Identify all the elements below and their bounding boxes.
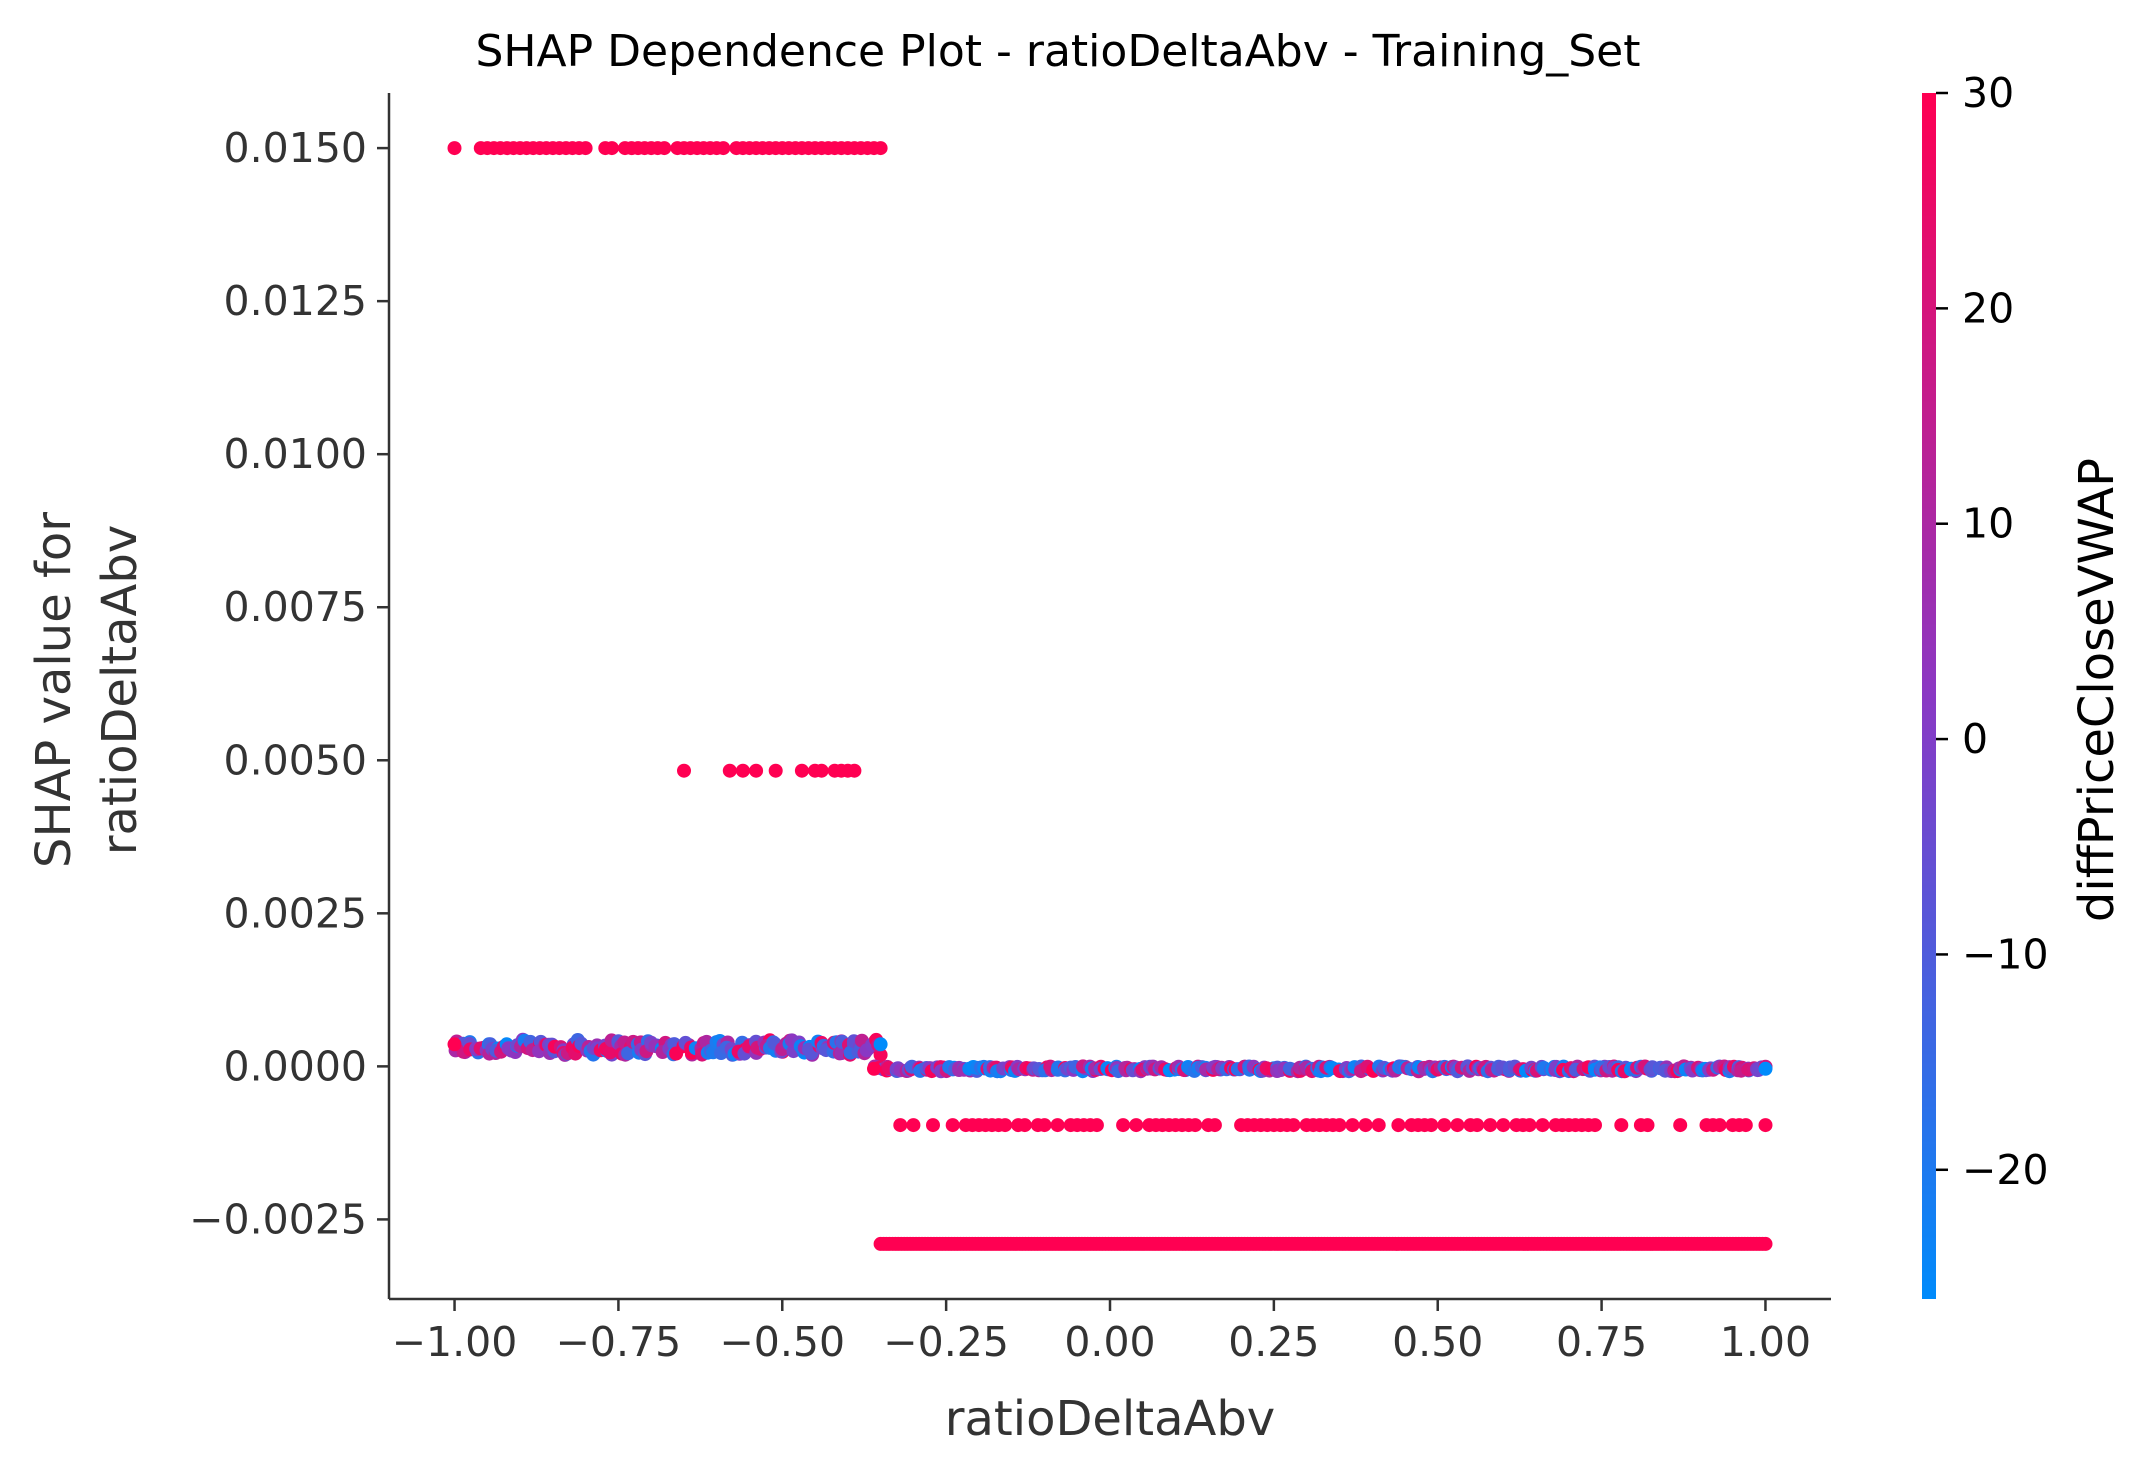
data-point [447,1037,462,1052]
y-axis-title-line-1: SHAP value for [26,512,82,868]
x-tick-label: 1.00 [1720,1318,1811,1366]
data-point [1207,1118,1222,1133]
data-point [1758,1061,1773,1076]
x-tick-label: 0.75 [1556,1318,1647,1366]
data-point [1738,1118,1753,1133]
data-point [867,1061,881,1076]
data-point [1450,1118,1465,1133]
colorbar [1922,93,1936,1299]
data-point [1116,1118,1131,1133]
y-tick-label: −0.0025 [189,1195,367,1243]
data-point [657,141,672,156]
data-point [1470,1118,1485,1133]
x-axis-ticks: −1.00 −0.75 −0.50 −0.25 0.00 0.25 0.50 0.75 1.00 [392,1299,1811,1366]
data-point [1332,1118,1347,1133]
data-point [578,141,593,156]
colorbar-tick-label: −20 [1962,1146,2049,1194]
data-point [1758,1118,1773,1133]
data-point [893,1118,908,1133]
data-point [1588,1118,1602,1133]
data-point [1712,1118,1727,1133]
y-tick-label: 0.0075 [224,583,367,631]
colorbar-tick-label: 0 [1962,715,1988,763]
data-point [1037,1118,1052,1133]
data-point [1535,1118,1550,1133]
colorbar-tick-label: 30 [1962,69,2014,117]
data-point [1371,1118,1386,1133]
y-axis-title-line-2: ratioDeltaAbv [92,525,148,855]
x-axis-title: ratioDeltaAbv [945,1391,1275,1447]
data-point [1758,1236,1773,1251]
data-point [1496,1118,1511,1133]
y-tick-label: 0.0125 [224,277,367,325]
data-point [1483,1118,1498,1133]
colorbar-ticks: −20 −10 0 10 20 30 [1936,69,2049,1194]
y-tick-label: 0.0100 [224,430,367,478]
colorbar-tick-label: 10 [1962,500,2014,548]
y-tick-label: 0.0150 [224,124,367,172]
data-point [814,763,829,778]
chart-title: SHAP Dependence Plot - ratioDeltaAbv - T… [475,26,1640,77]
data-point [873,1037,888,1052]
data-point [1129,1118,1144,1133]
data-point [945,1118,960,1133]
data-point [847,763,862,778]
scatter-points [447,141,1773,1251]
x-tick-label: 0.25 [1228,1318,1319,1366]
y-tick-label: 0.0000 [224,1042,367,1090]
data-point [1437,1118,1452,1133]
colorbar-tick-label: −10 [1962,930,2049,978]
y-tick-label: 0.0050 [224,736,367,784]
x-tick-label: −0.50 [719,1318,845,1366]
data-point [768,763,783,778]
data-point [1188,1118,1203,1133]
data-point [1089,1118,1104,1133]
data-point [749,763,764,778]
x-tick-label: −0.25 [883,1318,1009,1366]
data-point [1522,1118,1537,1133]
x-tick-label: 0.50 [1392,1318,1483,1366]
data-point [447,141,462,156]
x-tick-label: 0.00 [1064,1318,1155,1366]
data-point [873,141,888,156]
data-point [926,1118,940,1133]
colorbar-tick-label: 20 [1962,284,2014,332]
data-point [677,763,691,778]
data-point [716,141,731,156]
data-point [1345,1118,1360,1133]
colorbar-title: diffPriceCloseVWAP [2069,458,2125,922]
data-point [1614,1118,1629,1133]
data-point [621,1046,636,1061]
data-point [1286,1118,1301,1133]
data-point [735,763,750,778]
data-point [1017,1118,1032,1133]
data-point [794,763,809,778]
data-point [1050,1118,1065,1133]
data-point [1673,1118,1688,1133]
data-point [1424,1118,1439,1133]
data-point [998,1118,1013,1133]
y-tick-label: 0.0025 [224,889,367,937]
data-point [603,1045,617,1060]
data-point [604,141,619,156]
data-point [1640,1118,1655,1133]
x-tick-label: −0.75 [556,1318,682,1366]
data-point [722,763,737,778]
x-tick-label: −1.00 [392,1318,518,1366]
data-point [1358,1118,1373,1133]
y-axis-ticks: −0.0025 0.0000 0.0025 0.0050 0.0075 0.0100 0.0… [189,124,389,1243]
data-point [1391,1118,1406,1133]
data-point [906,1118,921,1133]
